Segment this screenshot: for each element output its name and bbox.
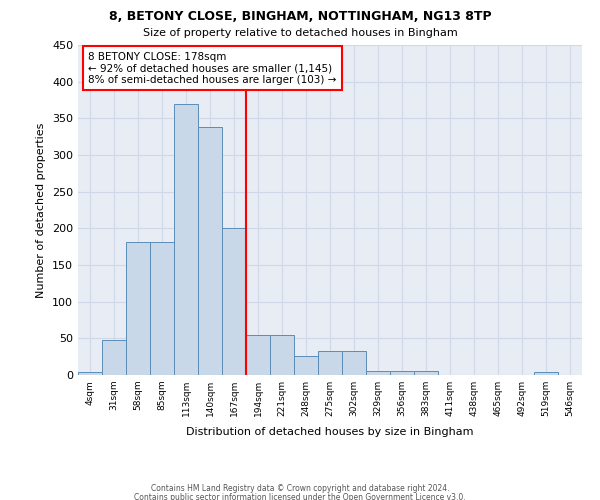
Text: Size of property relative to detached houses in Bingham: Size of property relative to detached ho… bbox=[143, 28, 457, 38]
Bar bbox=[150, 242, 174, 375]
Bar bbox=[270, 336, 294, 375]
Bar bbox=[534, 372, 558, 375]
Bar bbox=[414, 372, 438, 375]
Bar bbox=[294, 356, 318, 375]
Bar bbox=[342, 351, 366, 375]
Bar bbox=[174, 104, 198, 375]
Text: 8 BETONY CLOSE: 178sqm
← 92% of detached houses are smaller (1,145)
8% of semi-d: 8 BETONY CLOSE: 178sqm ← 92% of detached… bbox=[88, 52, 337, 85]
Bar bbox=[246, 336, 270, 375]
Bar bbox=[222, 228, 246, 375]
Bar bbox=[318, 351, 342, 375]
Text: Contains public sector information licensed under the Open Government Licence v3: Contains public sector information licen… bbox=[134, 492, 466, 500]
Bar bbox=[366, 372, 390, 375]
Y-axis label: Number of detached properties: Number of detached properties bbox=[37, 122, 46, 298]
Text: Contains HM Land Registry data © Crown copyright and database right 2024.: Contains HM Land Registry data © Crown c… bbox=[151, 484, 449, 493]
Bar bbox=[126, 242, 150, 375]
Bar bbox=[390, 372, 414, 375]
Text: 8, BETONY CLOSE, BINGHAM, NOTTINGHAM, NG13 8TP: 8, BETONY CLOSE, BINGHAM, NOTTINGHAM, NG… bbox=[109, 10, 491, 23]
Bar bbox=[198, 127, 222, 375]
X-axis label: Distribution of detached houses by size in Bingham: Distribution of detached houses by size … bbox=[186, 428, 474, 438]
Bar bbox=[78, 372, 102, 375]
Bar bbox=[102, 340, 126, 375]
